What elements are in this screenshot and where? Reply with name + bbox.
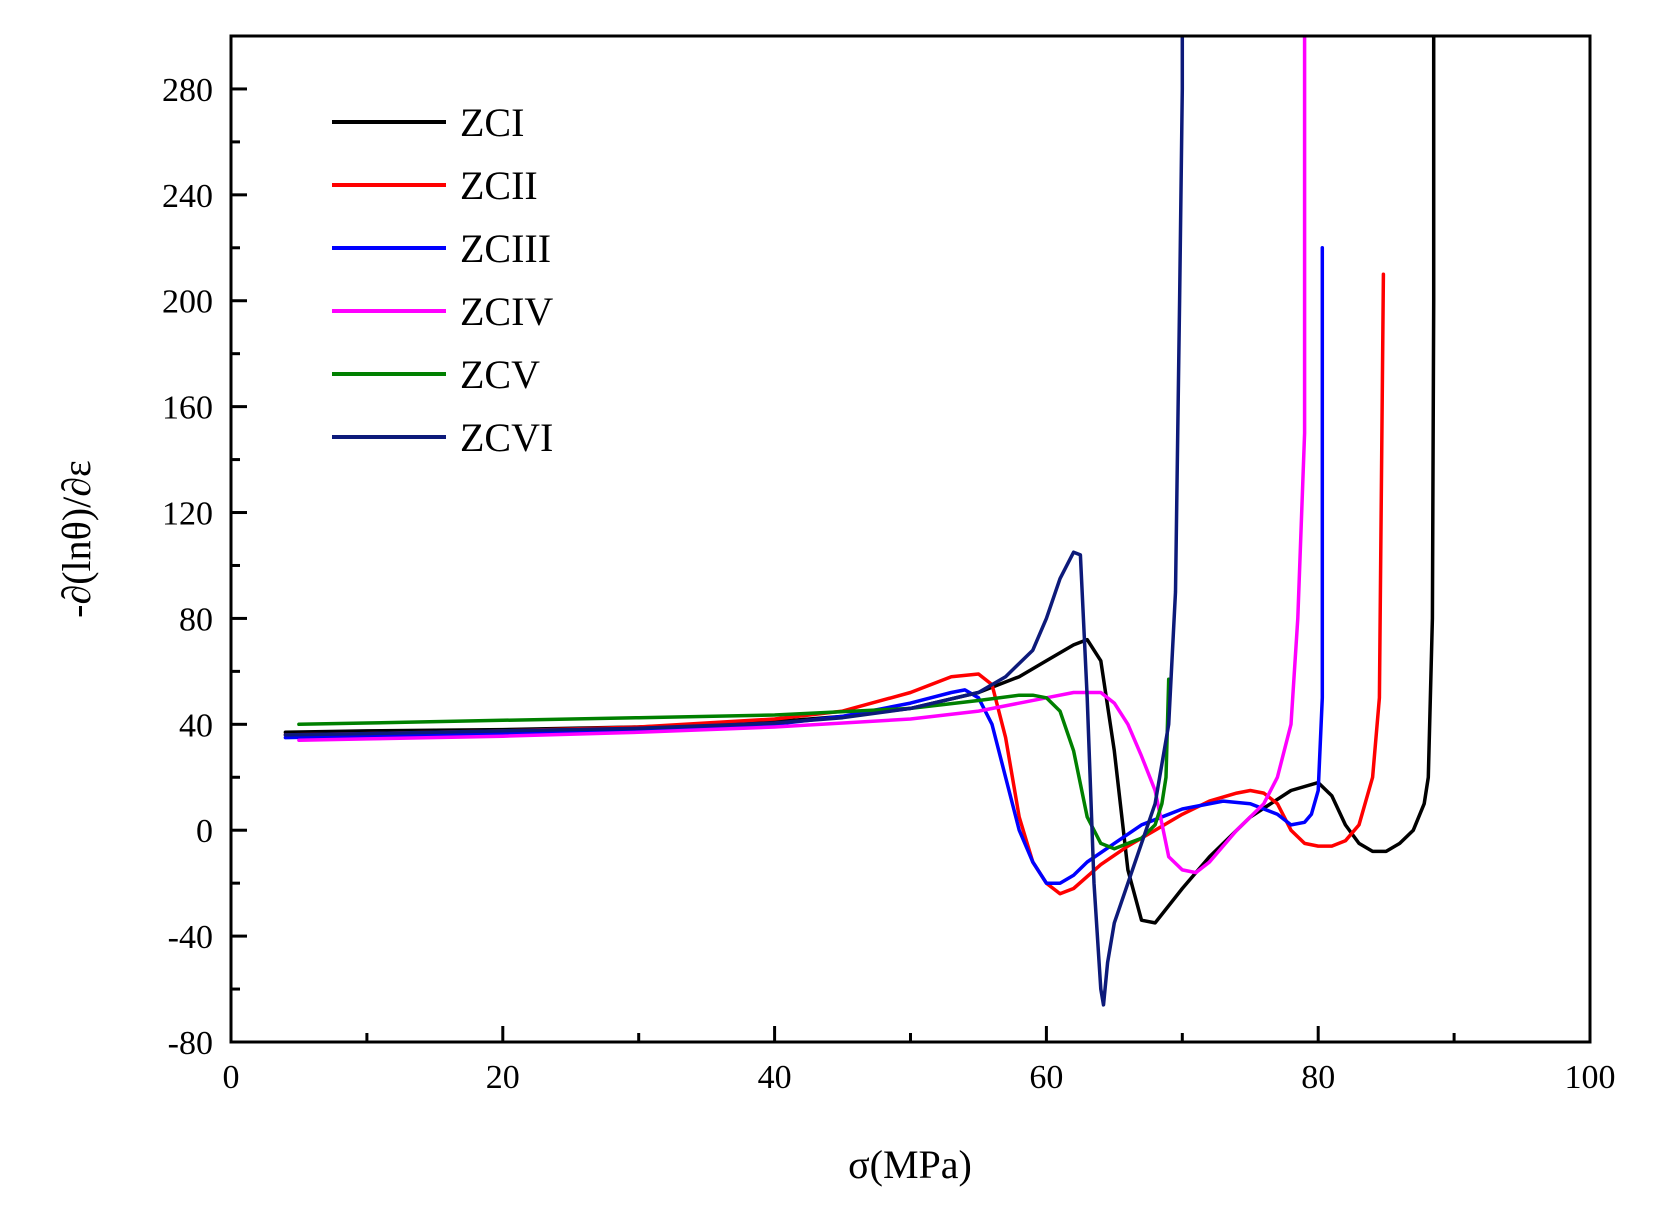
x-tick-label: 40 bbox=[758, 1059, 792, 1096]
series-layer bbox=[283, 36, 1436, 1007]
legend: ZCI ZCII ZCIII ZCIV ZCV ZCVI bbox=[332, 100, 553, 460]
y-tick-label: -80 bbox=[168, 1025, 213, 1062]
x-axis-title: σ(MPa) bbox=[848, 1142, 972, 1187]
series-line-zcii bbox=[283, 272, 1386, 896]
y-tick-label: 40 bbox=[179, 707, 213, 744]
y-tick-label: 280 bbox=[162, 72, 213, 109]
legend-label-zcv: ZCV bbox=[460, 352, 540, 397]
y-tick-label: 80 bbox=[179, 601, 213, 638]
x-tick-label: 60 bbox=[1029, 1059, 1063, 1096]
legend-label-zcii: ZCII bbox=[460, 163, 538, 208]
series-line-zciv bbox=[297, 36, 1307, 875]
y-tick-label: 120 bbox=[162, 496, 213, 533]
legend-label-zcvi: ZCVI bbox=[460, 415, 553, 460]
tick-layer: 0 20 40 60 80 100 -80 -40 0 40 80 120 160 200 240 280 bbox=[162, 72, 1616, 1096]
legend-label-zci: ZCI bbox=[460, 100, 524, 145]
x-tick-label: 20 bbox=[486, 1059, 520, 1096]
y-tick-label: 240 bbox=[162, 178, 213, 215]
y-tick-label: -40 bbox=[168, 919, 213, 956]
series-line-zcv bbox=[297, 677, 1171, 851]
x-tick-label: 0 bbox=[223, 1059, 240, 1096]
legend-label-zciv: ZCIV bbox=[460, 289, 553, 334]
y-axis-title: -∂(lnθ)/∂ε bbox=[54, 460, 99, 618]
legend-label-zciii: ZCIII bbox=[460, 226, 551, 271]
y-tick-label: 160 bbox=[162, 390, 213, 427]
x-tick-label: 80 bbox=[1301, 1059, 1335, 1096]
y-tick-label: 0 bbox=[196, 813, 213, 850]
y-tick-label: 200 bbox=[162, 284, 213, 321]
series-line-zcvi bbox=[283, 36, 1185, 1007]
series-line-zciii bbox=[283, 246, 1325, 885]
x-tick-label: 100 bbox=[1565, 1059, 1616, 1096]
series-line-zci bbox=[283, 36, 1436, 925]
